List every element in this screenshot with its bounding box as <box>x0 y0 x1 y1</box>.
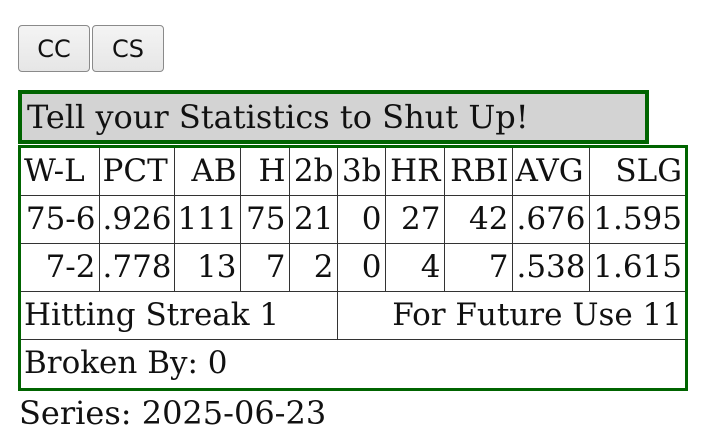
header-rbi: RBI <box>443 148 513 196</box>
cell-wl: 75-6 <box>21 195 100 244</box>
hitting-streak: Hitting Streak 1 <box>21 291 338 340</box>
cell-3b: 0 <box>336 243 386 292</box>
cell-2b: 2 <box>288 243 338 292</box>
cell-hr: 27 <box>384 195 445 244</box>
cs-button[interactable]: CS <box>92 25 164 72</box>
broken-by: Broken By: 0 <box>21 339 685 387</box>
header-ab: AB <box>173 148 241 196</box>
streak-row: Hitting Streak 1 For Future Use 11 <box>21 291 685 340</box>
header-avg: AVG <box>511 148 590 196</box>
stats-table: W-L PCT AB H 2b 3b HR RBI AVG SLG 75-6 .… <box>21 148 685 387</box>
table-row: 7-2 .778 13 7 2 0 4 7 .538 1.615 <box>21 243 685 292</box>
cell-h: 7 <box>239 243 290 292</box>
button-row: CC CS <box>18 25 164 72</box>
cell-slg: 1.595 <box>588 195 685 244</box>
stats-box: W-L PCT AB H 2b 3b HR RBI AVG SLG 75-6 .… <box>18 145 688 391</box>
broken-by-row: Broken By: 0 <box>21 339 685 387</box>
header-wl: W-L <box>21 148 100 196</box>
cc-button[interactable]: CC <box>18 25 90 72</box>
cell-slg: 1.615 <box>588 243 685 292</box>
header-hr: HR <box>384 148 445 196</box>
cell-avg: .676 <box>511 195 590 244</box>
future-use: For Future Use 11 <box>336 291 685 340</box>
cell-avg: .538 <box>511 243 590 292</box>
header-slg: SLG <box>588 148 685 196</box>
header-h: H <box>239 148 290 196</box>
cell-h: 75 <box>239 195 290 244</box>
cell-pct: .778 <box>98 243 175 292</box>
cell-2b: 21 <box>288 195 338 244</box>
cell-ab: 111 <box>173 195 241 244</box>
cell-hr: 4 <box>384 243 445 292</box>
header-3b: 3b <box>336 148 386 196</box>
cell-wl: 7-2 <box>21 243 100 292</box>
stats-title: Tell your Statistics to Shut Up! <box>18 90 649 144</box>
series-date: Series: 2025-06-23 <box>19 394 327 432</box>
cell-3b: 0 <box>336 195 386 244</box>
header-pct: PCT <box>98 148 175 196</box>
header-row: W-L PCT AB H 2b 3b HR RBI AVG SLG <box>21 148 685 196</box>
header-2b: 2b <box>288 148 338 196</box>
cell-rbi: 42 <box>443 195 513 244</box>
table-row: 75-6 .926 111 75 21 0 27 42 .676 1.595 <box>21 195 685 244</box>
cell-pct: .926 <box>98 195 175 244</box>
cell-ab: 13 <box>173 243 241 292</box>
cell-rbi: 7 <box>443 243 513 292</box>
